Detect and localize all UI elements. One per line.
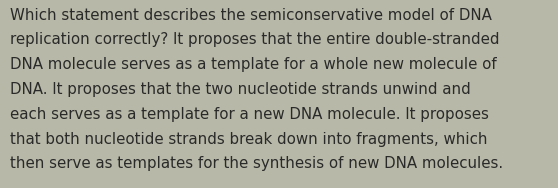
Text: then serve as templates for the synthesis of new DNA molecules.: then serve as templates for the synthesi…: [10, 156, 503, 171]
Text: Which statement describes the semiconservative model of DNA: Which statement describes the semiconser…: [10, 8, 492, 23]
Text: DNA. It proposes that the two nucleotide strands unwind and: DNA. It proposes that the two nucleotide…: [10, 82, 471, 97]
Text: replication correctly? It proposes that the entire double-stranded: replication correctly? It proposes that …: [10, 32, 499, 47]
Text: that both nucleotide strands break down into fragments, which: that both nucleotide strands break down …: [10, 132, 488, 147]
Text: each serves as a template for a new DNA molecule. It proposes: each serves as a template for a new DNA …: [10, 107, 489, 122]
Text: DNA molecule serves as a template for a whole new molecule of: DNA molecule serves as a template for a …: [10, 57, 497, 72]
